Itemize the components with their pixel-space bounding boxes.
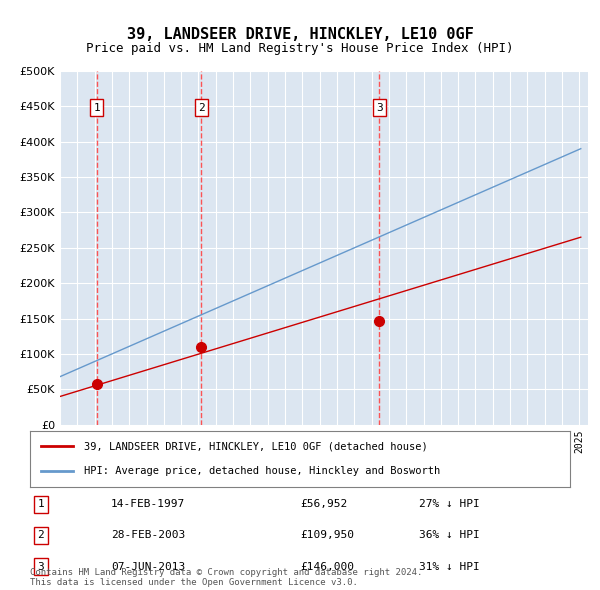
- Text: Price paid vs. HM Land Registry's House Price Index (HPI): Price paid vs. HM Land Registry's House …: [86, 42, 514, 55]
- Text: 39, LANDSEER DRIVE, HINCKLEY, LE10 0GF (detached house): 39, LANDSEER DRIVE, HINCKLEY, LE10 0GF (…: [84, 441, 428, 451]
- Text: 1: 1: [37, 499, 44, 509]
- Text: 31% ↓ HPI: 31% ↓ HPI: [419, 562, 479, 572]
- Text: HPI: Average price, detached house, Hinckley and Bosworth: HPI: Average price, detached house, Hinc…: [84, 466, 440, 476]
- Text: 3: 3: [37, 562, 44, 572]
- Text: 28-FEB-2003: 28-FEB-2003: [111, 530, 185, 540]
- Text: Contains HM Land Registry data © Crown copyright and database right 2024.
This d: Contains HM Land Registry data © Crown c…: [30, 568, 422, 587]
- Text: £146,000: £146,000: [300, 562, 354, 572]
- Text: 07-JUN-2013: 07-JUN-2013: [111, 562, 185, 572]
- Text: 2: 2: [198, 103, 205, 113]
- Text: 36% ↓ HPI: 36% ↓ HPI: [419, 530, 479, 540]
- Text: £56,952: £56,952: [300, 499, 347, 509]
- Text: 14-FEB-1997: 14-FEB-1997: [111, 499, 185, 509]
- Text: 39, LANDSEER DRIVE, HINCKLEY, LE10 0GF: 39, LANDSEER DRIVE, HINCKLEY, LE10 0GF: [127, 27, 473, 41]
- Text: £109,950: £109,950: [300, 530, 354, 540]
- Text: 3: 3: [376, 103, 383, 113]
- Text: 1: 1: [94, 103, 100, 113]
- Text: 27% ↓ HPI: 27% ↓ HPI: [419, 499, 479, 509]
- Text: 2: 2: [37, 530, 44, 540]
